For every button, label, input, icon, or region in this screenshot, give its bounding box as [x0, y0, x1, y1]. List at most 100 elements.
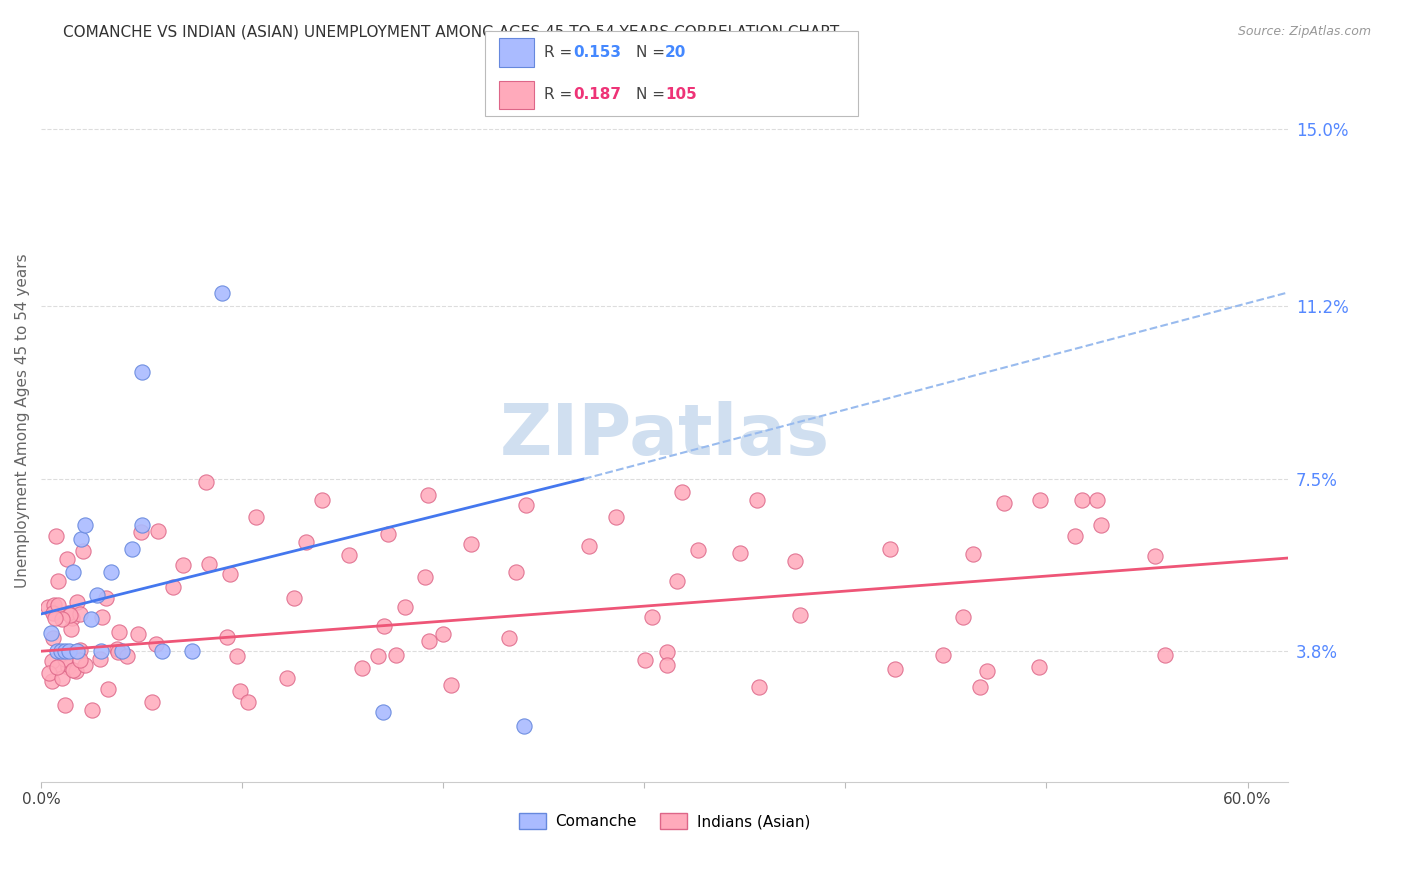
- Text: 20: 20: [665, 45, 686, 60]
- Point: [1085, 493, 1108, 508]
- Point: [931, 648, 953, 662]
- Point: [952, 610, 974, 624]
- Point: [41, 674, 63, 689]
- Point: [100, 565, 122, 579]
- Point: [311, 493, 333, 508]
- Point: [90, 644, 112, 658]
- Point: [350, 661, 373, 675]
- Point: [218, 567, 240, 582]
- Point: [655, 657, 678, 672]
- Point: [75, 518, 97, 533]
- Point: [66, 595, 89, 609]
- Point: [108, 625, 131, 640]
- Point: [73, 657, 96, 672]
- Point: [131, 518, 153, 533]
- Y-axis label: Unemployment Among Ages 45 to 54 years: Unemployment Among Ages 45 to 54 years: [15, 253, 30, 588]
- Text: R =: R =: [544, 87, 578, 103]
- Point: [655, 645, 678, 659]
- Point: [413, 570, 436, 584]
- Point: [432, 627, 454, 641]
- Point: [394, 600, 416, 615]
- Point: [1028, 660, 1050, 674]
- Point: [80, 612, 103, 626]
- Point: [51, 644, 73, 658]
- Point: [993, 495, 1015, 509]
- Point: [89, 651, 111, 665]
- Point: [46, 598, 69, 612]
- Point: [162, 580, 184, 594]
- Point: [110, 644, 132, 658]
- Point: [418, 488, 440, 502]
- Point: [94, 591, 117, 606]
- Point: [245, 510, 267, 524]
- Point: [65, 664, 87, 678]
- Point: [1071, 493, 1094, 508]
- Point: [976, 664, 998, 678]
- Point: [62, 664, 84, 678]
- Point: [217, 630, 239, 644]
- Point: [37, 600, 59, 615]
- Text: Source: ZipAtlas.com: Source: ZipAtlas.com: [1237, 25, 1371, 38]
- Point: [150, 644, 173, 658]
- Text: ZIPatlas: ZIPatlas: [499, 401, 830, 469]
- Point: [56, 660, 79, 674]
- Point: [55, 552, 77, 566]
- Point: [671, 485, 693, 500]
- Point: [53, 698, 76, 712]
- Point: [505, 565, 527, 579]
- Point: [62, 565, 84, 579]
- Point: [69, 653, 91, 667]
- Point: [337, 548, 360, 562]
- Point: [141, 695, 163, 709]
- Point: [1028, 492, 1050, 507]
- Point: [748, 680, 770, 694]
- Point: [460, 536, 482, 550]
- Point: [41, 655, 63, 669]
- Point: [229, 683, 252, 698]
- Point: [377, 527, 399, 541]
- Point: [418, 634, 440, 648]
- Point: [578, 540, 600, 554]
- Point: [283, 591, 305, 605]
- Point: [72, 544, 94, 558]
- Point: [146, 524, 169, 538]
- Point: [38, 666, 60, 681]
- Point: [53, 652, 76, 666]
- Point: [45, 529, 67, 543]
- Point: [512, 719, 534, 733]
- Point: [145, 637, 167, 651]
- Point: [42, 607, 65, 621]
- Point: [59, 608, 82, 623]
- Point: [58, 644, 80, 658]
- Point: [42, 632, 65, 646]
- Point: [180, 644, 202, 658]
- Point: [60, 623, 83, 637]
- Point: [367, 649, 389, 664]
- Point: [236, 695, 259, 709]
- Point: [66, 644, 89, 658]
- Point: [1063, 529, 1085, 543]
- Point: [86, 588, 108, 602]
- Legend: Comanche, Indians (Asian): Comanche, Indians (Asian): [513, 807, 815, 836]
- Point: [884, 662, 907, 676]
- Point: [172, 558, 194, 572]
- Point: [295, 535, 318, 549]
- Point: [384, 648, 406, 663]
- Point: [53, 644, 76, 658]
- Point: [498, 631, 520, 645]
- Point: [51, 671, 73, 685]
- Point: [51, 612, 73, 626]
- Point: [789, 608, 811, 623]
- Text: 0.187: 0.187: [574, 87, 621, 103]
- Point: [730, 546, 752, 560]
- Text: 105: 105: [665, 87, 697, 103]
- Point: [666, 574, 689, 589]
- Point: [69, 607, 91, 621]
- Point: [46, 660, 69, 674]
- Point: [49, 658, 72, 673]
- Point: [515, 498, 537, 512]
- Text: 0.153: 0.153: [574, 45, 621, 60]
- Point: [1153, 648, 1175, 662]
- Point: [686, 543, 709, 558]
- Point: [226, 648, 249, 663]
